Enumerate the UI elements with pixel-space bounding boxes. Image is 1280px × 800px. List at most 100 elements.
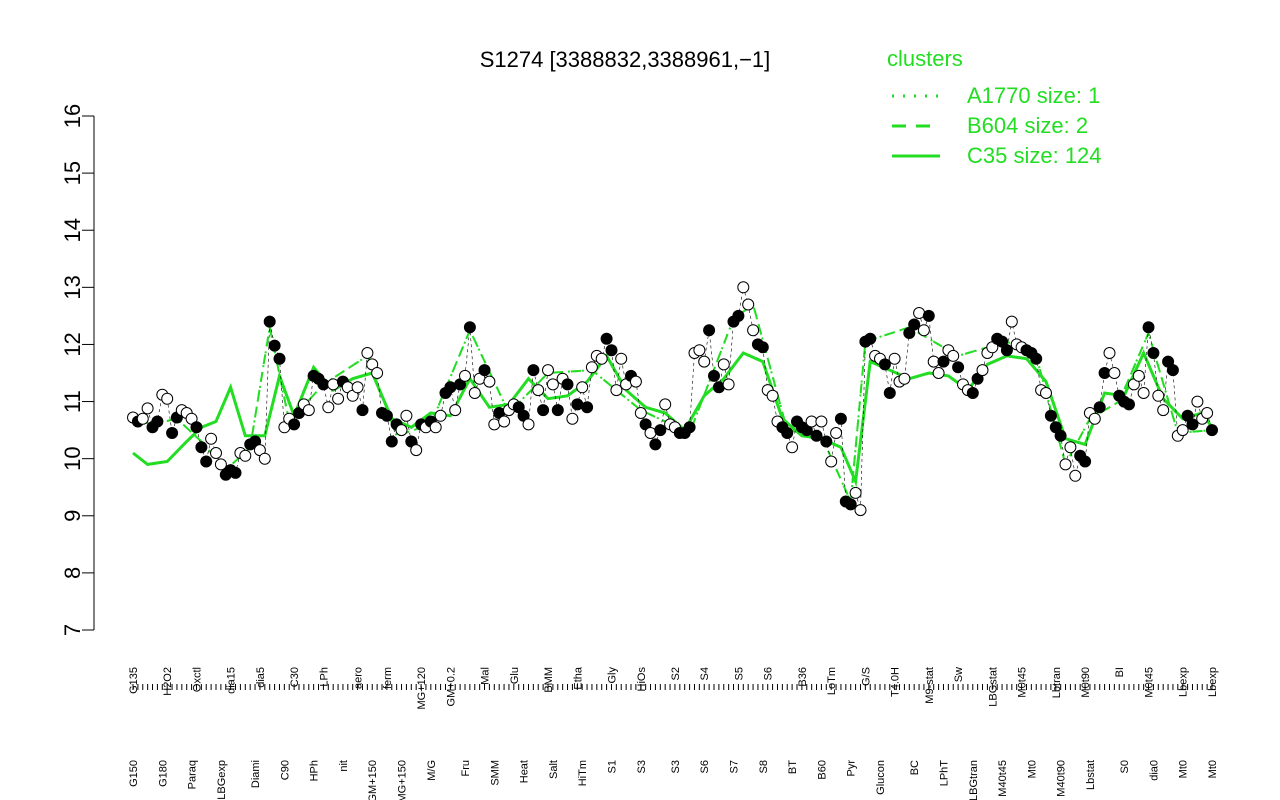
y-tick-label: 11 [60,390,85,413]
x-tick-label: S1 [606,760,618,773]
data-point [136,412,149,425]
x-tick-label: ferm [382,667,394,689]
data-point [1069,469,1082,482]
y-tick-label: 14 [60,218,85,242]
data-point [737,281,750,294]
x-tick-label: G135 [128,667,140,694]
x-tick-label: Etha [572,666,584,690]
x-tick-label: GM+150 [367,760,379,800]
x-tick-label: dia15 [226,667,238,694]
data-point [551,404,564,417]
data-point [722,378,735,391]
data-point [322,401,335,414]
data-point [947,349,960,362]
legend-entry-b604: B604 size: 2 [967,113,1088,138]
x-tick-label: Lbexp [1207,667,1219,697]
data-point [463,321,476,334]
x-tick-label: Gly [606,667,618,684]
data-point [1030,352,1043,365]
x-tick-label: C30 [289,667,301,687]
x-tick-label: G150 [128,760,140,787]
data-point [708,369,720,382]
data-point [629,375,642,388]
x-tick-label: S2 [670,667,682,680]
x-tick-label: GM+0.2 [445,667,457,706]
data-point [214,458,227,471]
data-point [1059,458,1072,471]
data-point [834,412,847,425]
x-tick-label: Pyr [846,760,858,777]
data-point [922,309,935,322]
data-point [1064,441,1077,454]
x-tick-label: H2O2 [162,667,174,696]
data-point [654,424,667,437]
data-point [561,378,574,391]
data-point [522,418,535,431]
data-point [659,398,672,411]
data-point [527,364,540,377]
series-line-solid [132,349,1214,488]
x-tick-label: M9-stat [924,667,936,704]
data-point [1005,315,1018,328]
data-point [830,427,843,439]
x-tick-label: MG+150 [397,760,409,800]
legend-title: clusters [887,46,963,71]
data-point [786,441,799,454]
x-tick-label: LoTm [826,667,838,695]
x-tick-label: B36 [797,667,809,687]
data-point [468,387,481,399]
data-point [581,401,594,414]
data-point [400,409,413,422]
data-point [356,404,369,417]
data-point [1206,424,1218,437]
x-tick-label: S0 [1119,760,1131,773]
x-tick-label: LBGstat [987,667,999,707]
data-point [849,486,862,499]
data-point [693,344,706,357]
data-point [302,404,315,417]
x-tick-label: Sw [953,667,965,682]
x-tick-label: LBGtran [968,760,980,800]
y-tick-label: 12 [60,332,85,356]
x-tick-label: Diami [250,760,262,788]
data-point [239,449,252,462]
data-point [410,444,423,457]
data-point [351,381,364,394]
data-point [756,341,769,354]
y-tick-label: 13 [60,275,85,299]
data-point [571,398,584,411]
x-tick-label: S5 [733,667,745,680]
data-point [878,358,891,371]
data-point [1108,367,1121,379]
data-point [634,407,647,419]
data-point [229,466,242,479]
y-tick-label: 7 [60,624,85,636]
x-tick-label: nit [338,760,350,772]
data-point [1088,412,1101,425]
x-tick-label: Lbstat [1085,760,1097,790]
data-point [820,435,833,448]
cluster-lines [132,287,1214,511]
x-tick-label: C90 [279,760,291,780]
data-point [371,367,384,379]
x-tick-label: HPh [309,760,321,781]
y-tick-label: 9 [60,510,85,522]
x-tick-label: BT [787,760,799,774]
data-point [747,324,760,337]
data-point [932,367,945,379]
data-point [151,415,164,428]
series-line-dotted [132,302,1213,506]
series-line-dashed [132,302,1213,506]
x-tick-label: dia5 [255,667,267,688]
x-tick-label: SMM [489,760,501,786]
axes: 7 8 9 10 11 12 13 14 15 16 G135 H2O2 Oxctl dia15 dia5 C… [60,104,1219,800]
x-tick-label: T4.0H [890,667,902,697]
x-tick-label: M40t90 [1056,760,1068,797]
data-point [200,455,213,468]
data-point [483,375,496,388]
x-tick-label: Lbtran [1051,667,1063,698]
data-point [449,404,462,417]
data-point [825,455,838,468]
data-point [380,409,393,422]
